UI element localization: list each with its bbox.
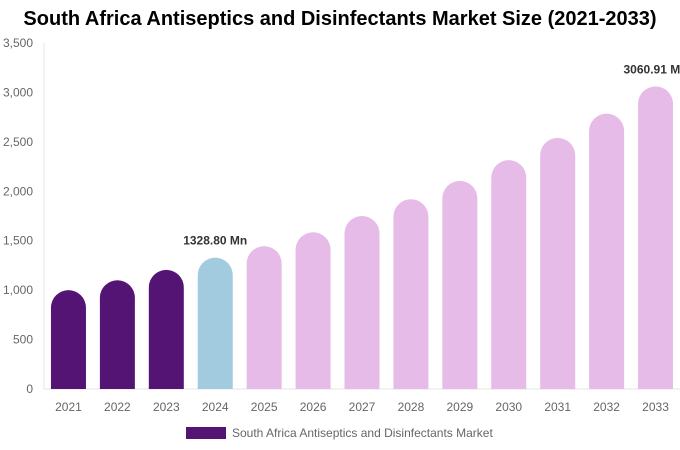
chart-title: South Africa Antiseptics and Disinfectan… [23,8,657,30]
legend-label: South Africa Antiseptics and Disinfectan… [232,426,493,440]
bar-2025 [246,246,282,389]
x-tick-label: 2021 [55,400,82,414]
bar-2026 [295,232,331,389]
x-tick-label: 2029 [446,400,473,414]
y-tick-label: 3,500 [3,36,33,50]
x-tick-label: 2027 [349,400,376,414]
bar-2030 [491,160,527,389]
bar-2029 [442,180,478,389]
bar-2022 [99,280,135,389]
y-tick-label: 2,500 [3,135,33,149]
bar-2023 [148,269,184,389]
legend: South Africa Antiseptics and Disinfectan… [186,426,493,440]
x-tick-label: 2033 [642,400,669,414]
bar-2028 [393,199,429,389]
y-tick-label: 2,000 [3,184,33,198]
x-tick-label: 2025 [251,400,278,414]
x-tick-label: 2031 [544,400,571,414]
legend-swatch [186,427,226,439]
bar-2032 [589,113,625,389]
x-tick-label: 2023 [153,400,180,414]
x-tick-label: 2028 [398,400,425,414]
x-tick-label: 2022 [104,400,131,414]
data-label-2024: 1328.80 Mn [183,234,247,248]
bar-2024 [197,257,233,389]
x-tick-label: 2026 [300,400,327,414]
x-tick-label: 2024 [202,400,229,414]
bar-2027 [344,216,380,389]
x-tick-label: 2030 [495,400,522,414]
bar-2033 [638,86,674,390]
x-tick-label: 2032 [593,400,620,414]
y-tick-label: 3,000 [3,85,33,99]
y-tick-label: 1,000 [3,283,33,297]
bar-2021 [50,290,86,389]
bar-2031 [540,137,576,389]
y-tick-label: 500 [13,333,33,347]
y-tick-label: 1,500 [3,234,33,248]
data-label-2033: 3060.91 Mn [624,62,680,76]
y-tick-label: 0 [26,382,33,396]
